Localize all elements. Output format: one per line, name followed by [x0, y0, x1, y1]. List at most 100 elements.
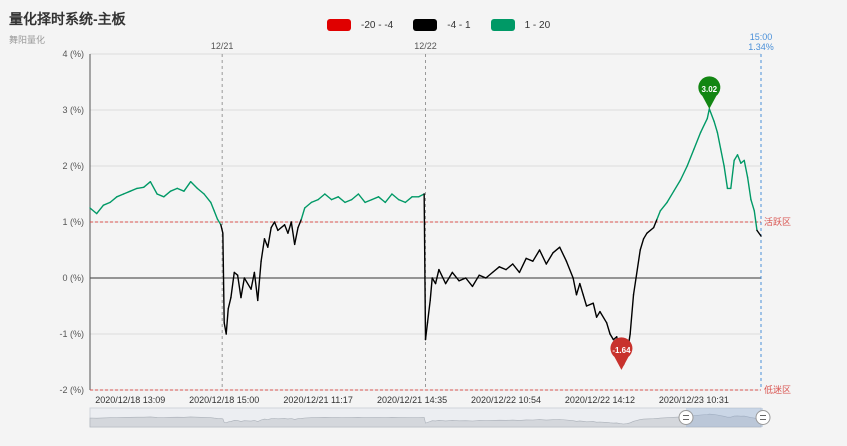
- series-segment: [629, 294, 635, 335]
- legend-swatch-black: [413, 19, 438, 31]
- series-segment: [270, 221, 276, 229]
- series-segment: [679, 165, 688, 181]
- y-axis-labels: 4 (%) 3 (%) 2 (%) 1 (%) 0 (%) -1 (%) -2 (%): [60, 49, 85, 395]
- series-segment: [592, 302, 598, 318]
- legend-item-neutral[interactable]: -4 - 1: [413, 19, 471, 31]
- series-segment: [646, 226, 655, 234]
- series-segment: [156, 193, 165, 198]
- series-segment: [429, 277, 433, 302]
- series-segment: [196, 187, 205, 195]
- zoom-slider[interactable]: [89, 407, 771, 428]
- end-marker-value: 1.34%: [748, 42, 774, 52]
- series-segment: [233, 271, 239, 276]
- series-segment: [404, 196, 413, 204]
- legend-label: 1 - 20: [524, 19, 551, 31]
- series-segment: [357, 193, 366, 204]
- min-point-marker-label: -1.64: [612, 346, 631, 355]
- chart-subtitle: 舞阳量化: [9, 35, 46, 45]
- legend-item-strong-down[interactable]: -20 - -4: [327, 19, 393, 31]
- threshold-label: 活跃区: [764, 216, 791, 227]
- series-segment: [136, 186, 145, 190]
- series-segment: [585, 302, 594, 307]
- series-segment: [183, 180, 192, 192]
- series-segment: [491, 266, 501, 274]
- series-segment: [708, 108, 715, 122]
- series-segment: [310, 198, 319, 204]
- series-segment: [716, 131, 722, 150]
- series-segment: [317, 193, 326, 201]
- series-segment: [273, 221, 279, 232]
- series-segment: [163, 190, 172, 198]
- series-segment: [579, 282, 584, 296]
- series-segment: [485, 271, 494, 279]
- series-segment: [656, 210, 662, 220]
- series-segment: [686, 148, 695, 167]
- legend-item-strong-up[interactable]: 1 - 20: [490, 19, 551, 31]
- series-segment: [720, 148, 725, 167]
- series-segment: [225, 308, 229, 335]
- day-separator-label: 12/21: [211, 41, 234, 51]
- x-tick-label: 2020/12/22 10:54: [471, 395, 541, 405]
- series-segment: [426, 299, 431, 324]
- series-segment: [277, 224, 286, 232]
- series-segment: [595, 310, 601, 318]
- series-segment: [699, 117, 709, 134]
- series-segment: [706, 108, 711, 120]
- threshold-label: 低迷区: [764, 384, 791, 395]
- series-segment: [122, 190, 131, 195]
- series-segment: [260, 238, 266, 262]
- series-segment: [176, 187, 185, 192]
- series-segment: [96, 204, 105, 215]
- day-separator-label: 12/22: [414, 41, 437, 51]
- series-segment: [559, 246, 568, 262]
- series-segment: [756, 229, 762, 237]
- series-segment: [599, 310, 608, 324]
- series-segment: [169, 187, 178, 192]
- y-tick-label: 4 (%): [62, 49, 84, 59]
- series-segment: [743, 159, 749, 178]
- series-segment: [243, 277, 252, 290]
- series-segment: [364, 198, 373, 204]
- x-tick-label: 2020/12/18 15:00: [189, 395, 259, 405]
- legend-label: -20 - -4: [361, 19, 394, 31]
- series-segment: [451, 271, 460, 282]
- legend-swatch-green: [490, 19, 515, 31]
- y-tick-label: 0 (%): [62, 273, 84, 283]
- extreme-markers: 3.02 -1.64: [610, 76, 721, 370]
- y-tick-label: 2 (%): [62, 161, 84, 171]
- series-segment: [149, 180, 158, 195]
- series-segment: [753, 210, 758, 232]
- series-segment: [102, 201, 111, 206]
- series-segment: [384, 193, 393, 204]
- series-segment: [505, 263, 514, 271]
- zoom-handle-right[interactable]: [755, 410, 771, 425]
- series-segment: [267, 226, 272, 248]
- chart-title: 量化择时系统-主板: [9, 11, 126, 27]
- max-point-marker-shape: [698, 76, 721, 109]
- series-segment: [458, 277, 467, 282]
- series-segment: [236, 274, 242, 299]
- y-tick-label: -1 (%): [60, 329, 85, 339]
- series-segment: [203, 193, 212, 204]
- series-segment: [424, 322, 429, 341]
- zoom-handle-left[interactable]: [678, 410, 694, 425]
- series-segment: [434, 268, 440, 285]
- x-axis-labels: 2020/12/18 13:09 2020/12/18 15:00 2020/12/…: [95, 395, 729, 405]
- series-segment: [220, 224, 224, 234]
- series-segment: [438, 268, 447, 285]
- series-segment: [397, 198, 407, 204]
- x-tick-label: 2020/12/22 14:12: [565, 395, 635, 405]
- series-segment: [552, 246, 561, 254]
- series-segment: [290, 221, 296, 246]
- series-segment: [532, 249, 541, 262]
- series-segment: [391, 193, 400, 201]
- series-segment: [250, 271, 256, 290]
- series-segment: [377, 196, 386, 204]
- series-segment: [444, 271, 454, 285]
- x-tick-label: 2020/12/21 14:35: [377, 395, 447, 405]
- y-tick-label: 3 (%): [62, 105, 84, 115]
- series-segment: [736, 154, 742, 164]
- series-segment: [659, 201, 668, 212]
